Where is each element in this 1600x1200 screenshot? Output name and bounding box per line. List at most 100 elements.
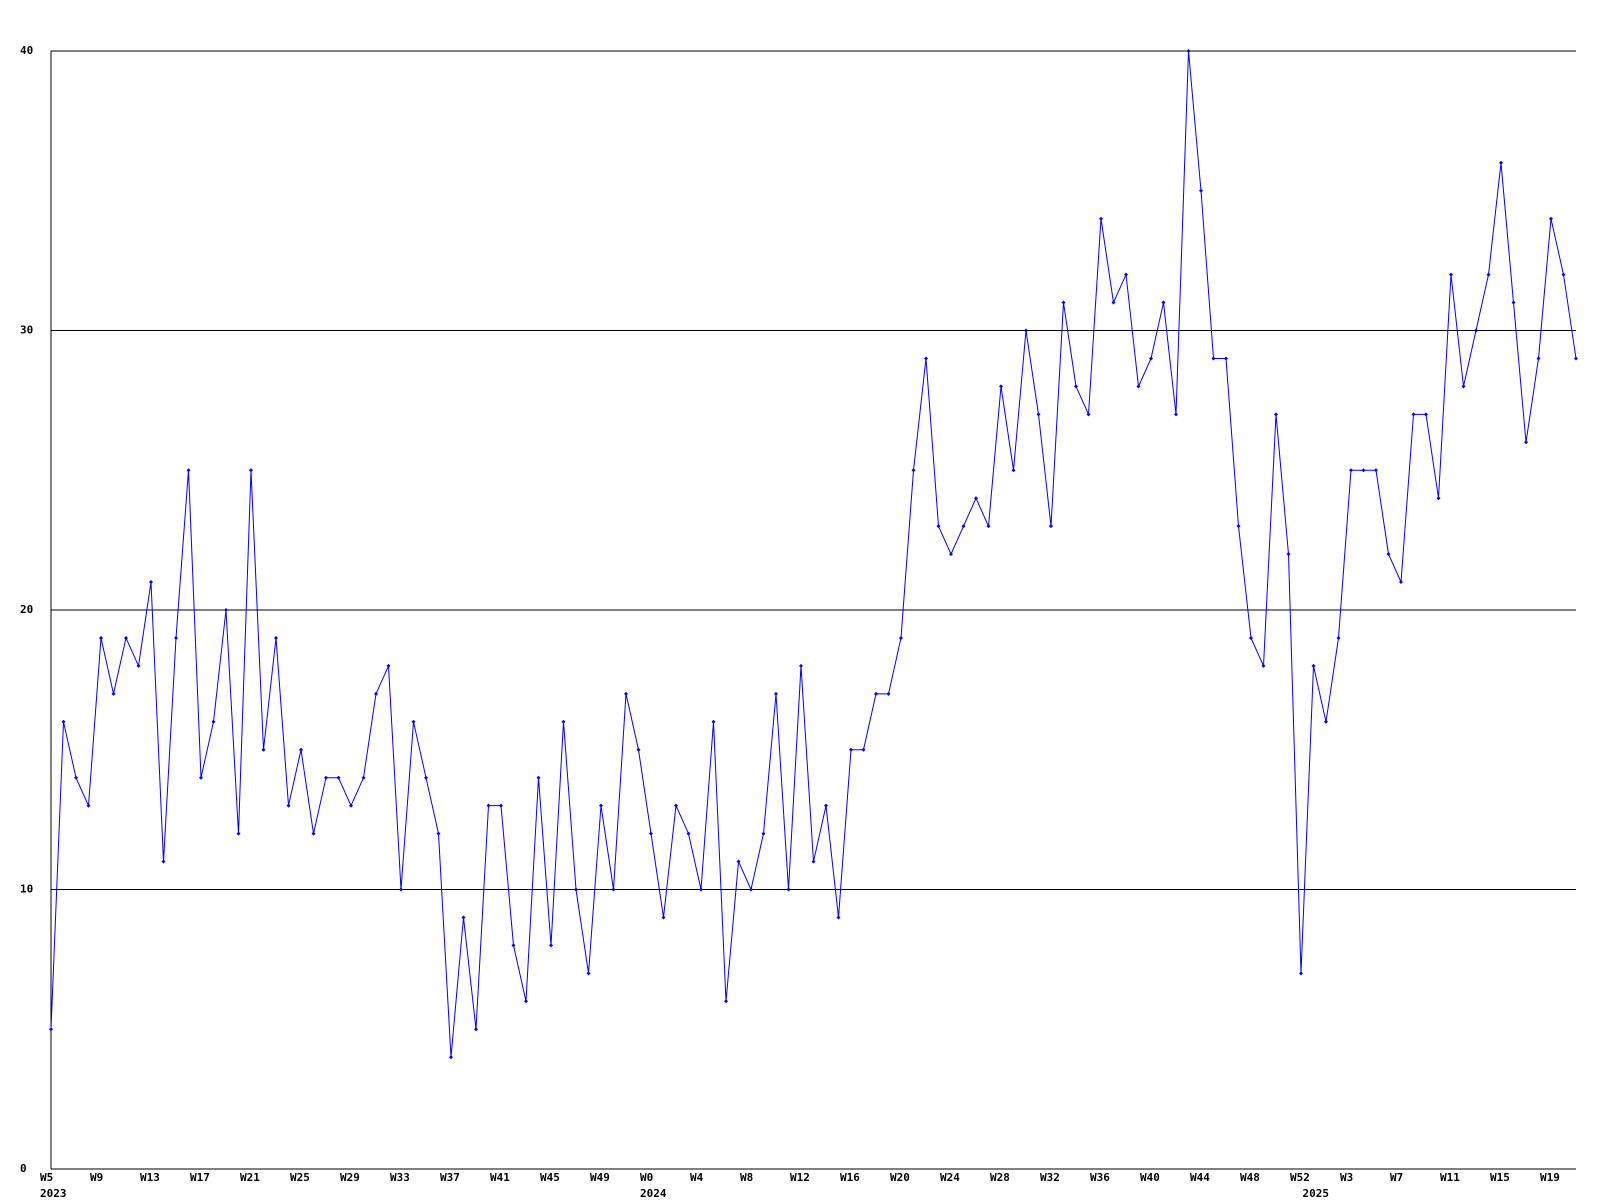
x-year-label: 2025 — [1303, 1187, 1330, 1200]
point — [936, 524, 941, 529]
point — [1474, 328, 1478, 333]
point — [1536, 356, 1541, 361]
point — [1361, 468, 1366, 473]
point — [1211, 356, 1216, 361]
x-tick-label: W13 — [140, 1171, 160, 1184]
point — [774, 691, 778, 696]
x-tick-label: W33 — [390, 1171, 410, 1184]
point — [911, 468, 916, 473]
point — [1249, 635, 1253, 640]
point — [1549, 216, 1553, 221]
point — [849, 747, 853, 752]
point — [1274, 412, 1278, 417]
point — [299, 747, 303, 752]
point — [811, 859, 816, 864]
x-tick-label: W32 — [1040, 1171, 1060, 1184]
point — [536, 775, 541, 780]
point — [1486, 272, 1491, 277]
point — [999, 384, 1003, 389]
point — [1086, 412, 1091, 417]
point — [349, 803, 353, 808]
point — [799, 663, 803, 668]
point — [361, 775, 366, 780]
point — [261, 747, 266, 752]
point — [974, 496, 978, 501]
point — [249, 468, 253, 473]
point — [1049, 524, 1053, 529]
point — [824, 803, 828, 808]
y-tick-label: 10 — [20, 883, 33, 896]
point — [699, 887, 703, 892]
point — [149, 580, 153, 585]
point — [1186, 49, 1191, 53]
point — [374, 691, 378, 696]
x-tick-label: W21 — [240, 1171, 260, 1184]
point — [574, 887, 578, 892]
point — [549, 943, 553, 948]
x-year-label: 2024 — [640, 1187, 667, 1200]
point — [1561, 272, 1566, 277]
point — [436, 831, 441, 836]
point — [311, 831, 316, 836]
x-tick-label: W24 — [940, 1171, 960, 1184]
point — [1199, 188, 1203, 193]
point — [211, 719, 216, 724]
point — [924, 356, 928, 361]
x-tick-label: W9 — [90, 1171, 103, 1184]
point — [461, 915, 466, 920]
point — [49, 1027, 53, 1032]
x-tick-label: W5 — [40, 1171, 53, 1184]
point — [449, 1055, 453, 1060]
point — [986, 524, 991, 529]
point — [1374, 468, 1378, 473]
point — [961, 524, 966, 529]
x-tick-label: W12 — [790, 1171, 810, 1184]
x-tick-label: W44 — [1190, 1171, 1210, 1184]
point — [599, 803, 603, 808]
x-tick-label: W11 — [1440, 1171, 1460, 1184]
point — [1424, 412, 1428, 417]
y-tick-label: 40 — [20, 44, 33, 57]
point — [649, 831, 653, 836]
point — [1111, 300, 1116, 305]
x-tick-label: W3 — [1340, 1171, 1353, 1184]
point — [1336, 635, 1341, 640]
point — [336, 775, 341, 780]
x-tick-label: W29 — [340, 1171, 360, 1184]
point — [1074, 384, 1078, 389]
y-tick-label: 20 — [20, 603, 33, 616]
point — [1286, 552, 1291, 557]
point — [286, 803, 291, 808]
point — [686, 831, 691, 836]
point — [1099, 216, 1103, 221]
y-tick-label: 30 — [20, 324, 33, 337]
point — [1386, 552, 1391, 557]
point — [136, 663, 141, 668]
point — [1061, 300, 1066, 305]
point — [749, 887, 753, 892]
point — [611, 887, 616, 892]
point — [486, 803, 491, 808]
point — [861, 747, 866, 752]
point — [1174, 412, 1178, 417]
x-year-label: 2023 — [40, 1187, 67, 1200]
x-tick-label: W45 — [540, 1171, 560, 1184]
x-tick-label: W7 — [1390, 1171, 1403, 1184]
point — [511, 943, 516, 948]
point — [1036, 412, 1041, 417]
point — [424, 775, 428, 780]
point — [1399, 580, 1403, 585]
x-tick-label: W37 — [440, 1171, 460, 1184]
point — [1411, 412, 1416, 417]
point — [1124, 272, 1128, 277]
point — [1149, 356, 1153, 361]
point — [711, 719, 716, 724]
point — [624, 691, 628, 696]
x-tick-label: W16 — [840, 1171, 860, 1184]
point — [736, 859, 741, 864]
point — [86, 803, 91, 808]
point — [586, 971, 591, 976]
point — [1461, 384, 1466, 389]
point — [1136, 384, 1141, 389]
point — [224, 608, 228, 612]
